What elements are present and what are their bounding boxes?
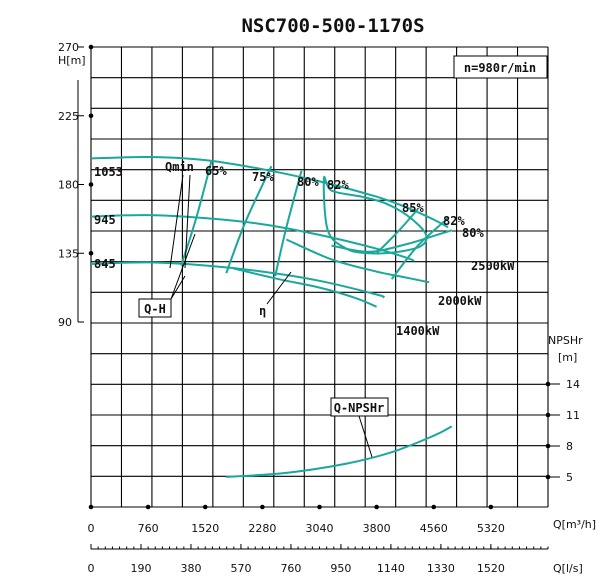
head-axis-tick-label: 135 [58,247,79,260]
head-axis-dot [88,113,94,119]
flow-axis-dot [202,504,208,510]
efficiency-label-75: 75% [252,170,274,184]
efficiency-label-82-right: 82% [443,214,465,228]
plot-grid [90,46,549,508]
flow-axis-m3h-tick-label: 760 [138,522,159,535]
flow-axis-dot [488,504,494,510]
flow-axis-label-m3h: Q[m³/h] [553,518,596,531]
flow-axis-m3h-tick-label: 0 [88,522,95,535]
power-label-2000: 2000kW [438,294,482,308]
speed-label: n=980r/min [464,61,536,75]
efficiency-curve-80- [274,170,303,277]
flow-axis-ls-tick-label: 1520 [477,562,505,575]
qmin-label: Qmin [165,160,194,174]
flow-axis-m3h-tick-label: 4560 [420,522,448,535]
efficiency-curve-75- [225,165,273,274]
npsh-curve [226,425,453,478]
power-curve-2000kW [285,238,430,284]
head-axis-dot [88,44,94,50]
flow-axis-dot [317,504,322,510]
flow-axis-m3h-tick-label: 3040 [306,522,334,535]
flow-axis-ls-tick-label: 1330 [427,562,455,575]
eta-label: η [259,304,266,318]
flow-axis-ls-tick-label: 190 [130,562,151,575]
npsh-axis-label-unit: [m] [558,351,577,364]
npsh-axis-tick-label: 5 [566,471,573,484]
efficiency-curve-65- [180,161,213,266]
npsh-axis-tick-label: 14 [566,378,580,391]
head-axis-tick-label: 180 [58,179,79,192]
head-axis-tick-label: 225 [58,110,79,123]
flow-axis-dot [88,504,94,510]
flow-axis-m3h-tick-label: 3800 [363,522,391,535]
npsh-axis-dot [545,443,551,449]
efficiency-curve-82-right [375,208,419,254]
qmin-leader [169,174,191,269]
flow-axis-ls-tick-label: 0 [88,562,95,575]
power-label-1400: 1400kW [396,324,440,338]
qh-leader [170,233,196,300]
flow-axis-m3h-tick-label: 1520 [191,522,219,535]
qh-label-box [138,298,172,318]
flow-axis-dot [374,504,379,510]
flow-axis-m3h-tick-label: 2280 [248,522,276,535]
head-axis-tick-label: 90 [58,316,72,329]
power-curve-1400kW [233,267,377,308]
flow-axis-ls-tick-label: 950 [330,562,351,575]
npsh-axis-tick-label: 8 [566,440,573,453]
flow-axis-m3h-tick-label: 5320 [477,522,505,535]
npsh-axis-dot [545,474,551,480]
curves [90,155,453,478]
head-axis-label: H[m] [58,54,86,67]
head-axis-dot [88,250,94,256]
head-axis-dot [88,182,94,187]
chart-title: NSC700-500-1170S [241,15,424,37]
qh-curve-1053 [90,155,449,229]
head-axis-tick-label: 270 [58,41,79,54]
efficiency-label-82: 82% [327,178,349,192]
power-label-2500: 2500kW [471,259,515,273]
npsh-axis-tick-label: 11 [566,409,580,422]
flow-axis-ls-tick-label: 760 [280,562,301,575]
flow-axis-dot [431,504,437,510]
power-curve-2500kW [331,229,453,253]
impeller-label-1053: 1053 [94,165,123,179]
impeller-label-945: 945 [94,213,116,227]
npsh-axis-dot [545,381,551,387]
impeller-label-845: 845 [94,257,116,271]
efficiency-label-85: 85% [402,201,424,215]
efficiency-label-80-right: 80% [462,226,484,240]
npsh-axis-dot [545,412,551,418]
flow-axis-dot [260,504,265,510]
qh-label: Q-H [144,302,166,316]
npsh-label: Q-NPSHr [334,401,385,415]
flow-axis-label-ls: Q[l/s] [553,562,583,575]
flow-axis-ls-tick-label: 570 [230,562,251,575]
efficiency-label-65: 65% [205,164,227,178]
npsh-axis-label-top: NPSHr [548,334,583,347]
efficiency-curve-80-right [390,217,449,280]
speed-label-box [453,55,548,79]
qh-curve-945 [90,214,415,262]
efficiency-label-80: 80% [297,175,319,189]
flow-axis-dot [145,504,151,510]
flow-axis-ls-tick-label: 1140 [377,562,405,575]
npsh-leader [358,415,373,458]
eta-leader [266,271,292,305]
qh-curve-845 [90,261,386,299]
flow-axis-ls-tick-label: 380 [180,562,201,575]
